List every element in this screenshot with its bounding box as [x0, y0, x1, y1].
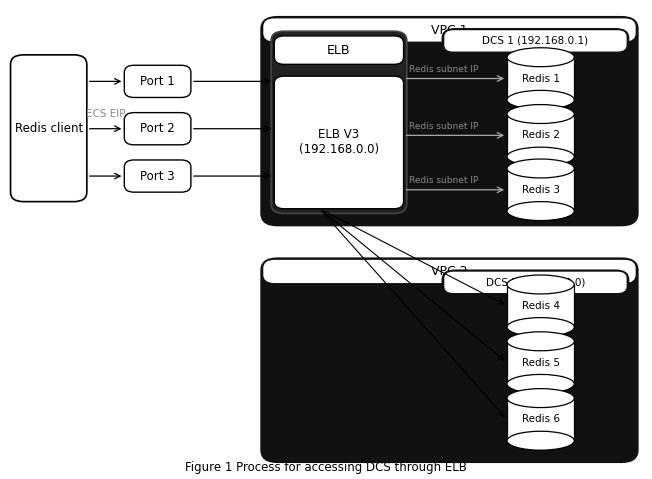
Text: VPC 2: VPC 2 — [431, 265, 467, 278]
FancyBboxPatch shape — [125, 160, 191, 192]
Text: Redis 2: Redis 2 — [522, 130, 559, 140]
Ellipse shape — [507, 275, 574, 294]
Ellipse shape — [507, 202, 574, 220]
Text: Port 3: Port 3 — [140, 170, 175, 182]
Ellipse shape — [507, 431, 574, 450]
Ellipse shape — [507, 388, 574, 408]
Text: Redis subnet IP: Redis subnet IP — [409, 122, 478, 131]
Text: Redis 1: Redis 1 — [522, 74, 559, 83]
Ellipse shape — [507, 375, 574, 393]
FancyBboxPatch shape — [125, 113, 191, 145]
Text: VPC 1: VPC 1 — [431, 23, 467, 36]
FancyBboxPatch shape — [444, 272, 627, 293]
FancyBboxPatch shape — [271, 31, 407, 214]
Text: DCS 1 (192.168.0.1): DCS 1 (192.168.0.1) — [482, 36, 589, 46]
FancyBboxPatch shape — [125, 65, 191, 97]
Text: Redis subnet IP: Redis subnet IP — [409, 176, 478, 185]
Polygon shape — [507, 398, 574, 441]
Polygon shape — [507, 342, 574, 384]
Text: Figure 1 Process for accessing DCS through ELB: Figure 1 Process for accessing DCS throu… — [185, 461, 467, 474]
Ellipse shape — [507, 159, 574, 178]
FancyBboxPatch shape — [442, 29, 629, 214]
FancyBboxPatch shape — [444, 30, 627, 52]
Ellipse shape — [507, 104, 574, 124]
Text: Redis subnet IP: Redis subnet IP — [409, 65, 478, 74]
FancyBboxPatch shape — [263, 18, 636, 42]
Text: Port 1: Port 1 — [140, 75, 175, 88]
Text: Redis 3: Redis 3 — [522, 185, 559, 195]
Ellipse shape — [507, 147, 574, 166]
Ellipse shape — [507, 318, 574, 337]
Polygon shape — [507, 57, 574, 100]
Ellipse shape — [507, 91, 574, 109]
Polygon shape — [507, 114, 574, 157]
FancyBboxPatch shape — [263, 260, 636, 283]
Text: Redis 5: Redis 5 — [522, 358, 559, 367]
FancyBboxPatch shape — [261, 17, 638, 225]
FancyBboxPatch shape — [274, 36, 404, 64]
Ellipse shape — [507, 48, 574, 67]
FancyBboxPatch shape — [261, 259, 638, 462]
Polygon shape — [507, 169, 574, 211]
Text: Port 2: Port 2 — [140, 122, 175, 135]
Text: ECS EIP: ECS EIP — [86, 109, 125, 119]
Text: DCS 2 (172.16.0.0): DCS 2 (172.16.0.0) — [486, 277, 585, 287]
Text: Redis 4: Redis 4 — [522, 301, 559, 311]
Ellipse shape — [507, 332, 574, 351]
FancyBboxPatch shape — [274, 76, 404, 209]
Polygon shape — [507, 285, 574, 327]
Text: ELB V3
(192.168.0.0): ELB V3 (192.168.0.0) — [299, 128, 379, 157]
Text: ELB: ELB — [327, 44, 351, 57]
Text: Redis client: Redis client — [14, 122, 83, 135]
FancyBboxPatch shape — [442, 270, 629, 455]
FancyBboxPatch shape — [10, 55, 87, 202]
Text: Redis 6: Redis 6 — [522, 414, 559, 424]
